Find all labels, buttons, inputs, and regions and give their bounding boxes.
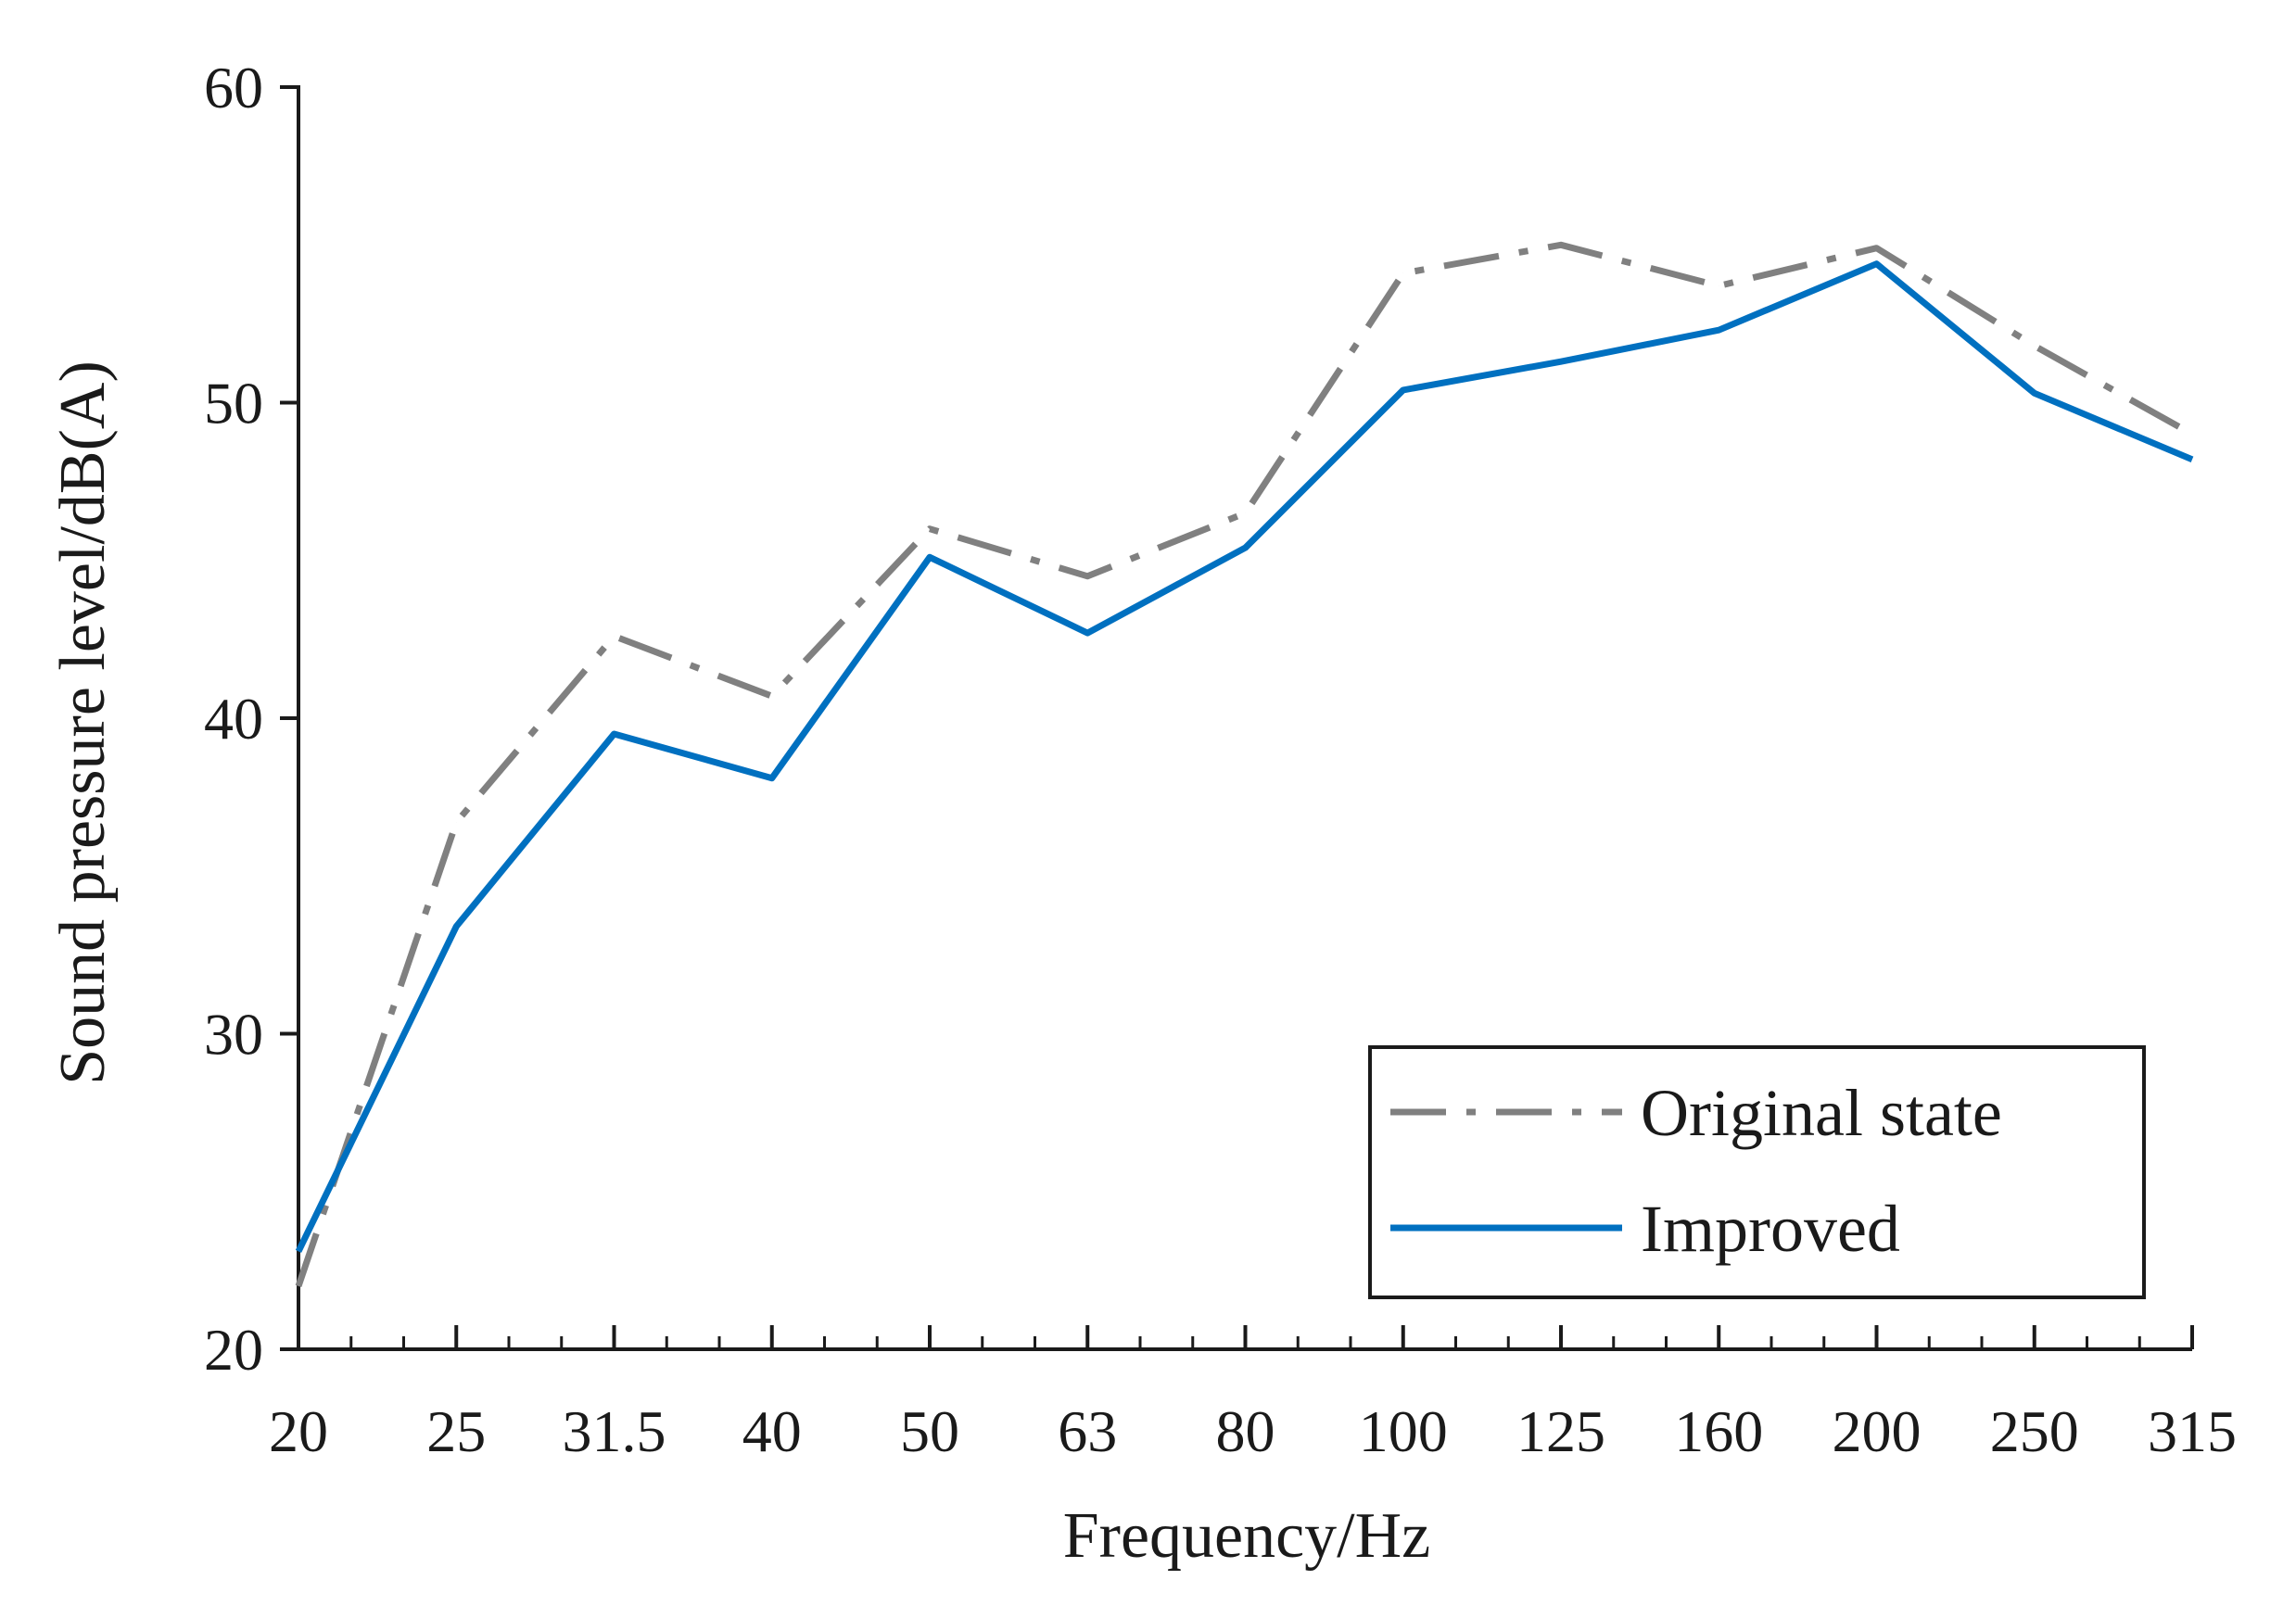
x-tick-label: 25 (426, 1398, 486, 1464)
legend: Original state Improved (1368, 1045, 2146, 1299)
x-tick-label: 80 (1216, 1398, 1275, 1464)
x-tick-label: 250 (1990, 1398, 2079, 1464)
x-tick-label: 31.5 (563, 1398, 666, 1464)
x-tick-label: 160 (1674, 1398, 1763, 1464)
legend-label: Original state (1641, 1076, 2002, 1150)
y-axis-title: Sound pressure level/dB(A) (47, 360, 119, 1085)
series-layer (295, 241, 2194, 1288)
x-tick-label: 200 (1833, 1398, 1922, 1464)
x-tick-label: 63 (1058, 1398, 1117, 1464)
y-tick-label: 40 (204, 686, 263, 752)
y-tick-label: 20 (204, 1317, 263, 1383)
y-tick-label: 60 (204, 55, 263, 120)
x-tick-label: 40 (742, 1398, 802, 1464)
x-axis-title: Frequency/Hz (1063, 1500, 1431, 1572)
y-tick-label: 50 (204, 371, 263, 436)
x-tick-label: 20 (269, 1398, 328, 1464)
y-tick-label: 30 (204, 1002, 263, 1068)
axes: 20 30 40 50 60 20 25 31.5 40 50 63 80 100 125 160 200 25… (204, 55, 2237, 1464)
legend-label: Improved (1641, 1192, 1900, 1266)
legend-box (1368, 1045, 2146, 1299)
x-tick-label: 50 (900, 1398, 959, 1464)
x-tick-label: 315 (2148, 1398, 2237, 1464)
x-tick-label: 125 (1516, 1398, 1605, 1464)
x-tick-label: 100 (1359, 1398, 1448, 1464)
